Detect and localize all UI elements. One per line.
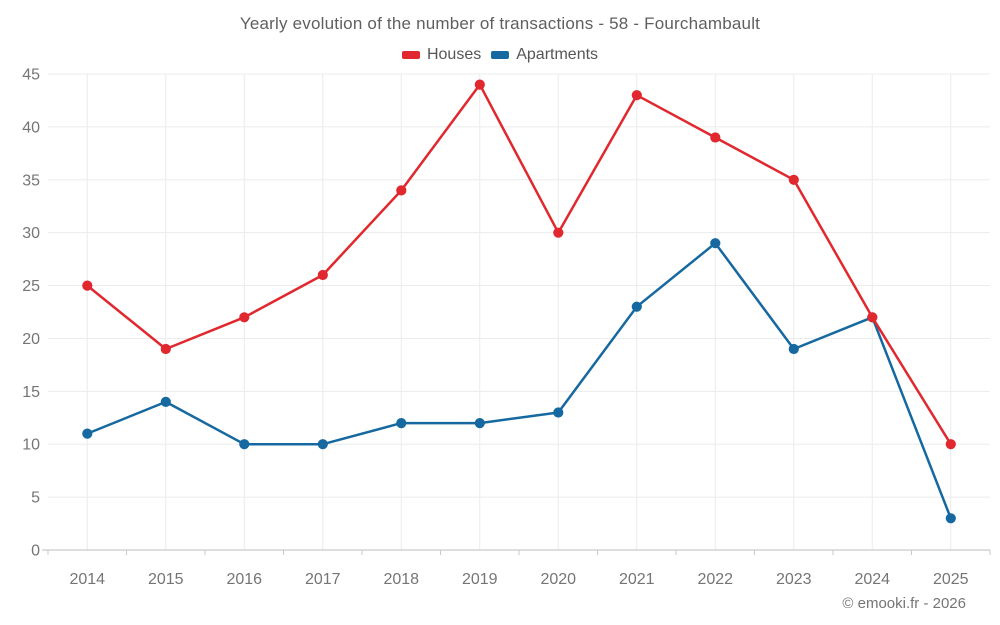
data-point-houses-2020[interactable] <box>553 227 564 238</box>
y-tick-label: 30 <box>22 225 40 242</box>
x-tick-label: 2024 <box>854 571 890 588</box>
legend-item-houses[interactable]: Houses <box>401 46 482 64</box>
data-point-apartments-2016[interactable] <box>239 439 250 450</box>
x-tick-label: 2020 <box>540 571 576 588</box>
data-point-apartments-2023[interactable] <box>788 343 799 355</box>
y-tick-label: 5 <box>31 490 40 507</box>
x-tick-label: 2021 <box>619 571 655 588</box>
data-point-houses-2017[interactable] <box>317 269 328 281</box>
x-tick-label: 2023 <box>776 571 812 588</box>
data-point-houses-2024[interactable] <box>867 312 878 323</box>
copyright: © emooki.fr - 2026 <box>842 595 966 612</box>
legend-label-houses: Houses <box>426 46 482 63</box>
data-point-apartments-2020[interactable] <box>553 407 564 418</box>
x-tick-label: 2022 <box>697 571 733 588</box>
y-tick-label: 15 <box>22 384 40 401</box>
data-point-houses-2014[interactable] <box>82 280 93 291</box>
data-point-houses-2015[interactable] <box>160 343 171 355</box>
x-tick-label: 2016 <box>226 571 262 588</box>
apartments-swatch-icon <box>491 51 510 59</box>
data-point-houses-2021[interactable] <box>631 90 642 101</box>
houses-swatch-icon <box>401 51 420 59</box>
series-line-apartments <box>86 241 953 520</box>
data-point-houses-2025[interactable] <box>945 439 956 450</box>
data-point-houses-2022[interactable] <box>710 132 721 143</box>
x-tick-label: 2014 <box>69 571 105 588</box>
y-tick-label: 40 <box>22 119 40 136</box>
x-tick-label: 2017 <box>305 571 341 588</box>
data-point-apartments-2019[interactable] <box>474 418 485 429</box>
x-tick-label: 2015 <box>148 571 184 588</box>
data-point-apartments-2017[interactable] <box>317 439 328 450</box>
data-point-apartments-2018[interactable] <box>396 418 407 429</box>
data-point-houses-2018[interactable] <box>396 185 407 196</box>
y-tick-label: 25 <box>22 278 40 295</box>
series-line-houses <box>86 83 953 446</box>
data-point-houses-2016[interactable] <box>239 312 250 323</box>
legend: Houses Apartments <box>0 46 1000 64</box>
data-point-apartments-2015[interactable] <box>160 396 171 407</box>
data-point-apartments-2021[interactable] <box>631 301 642 312</box>
legend-item-apartments[interactable]: Apartments <box>491 46 598 64</box>
y-tick-label: 20 <box>22 331 40 348</box>
y-tick-label: 35 <box>22 172 40 189</box>
chart-title: Yearly evolution of the number of transa… <box>239 14 761 33</box>
y-tick-label: 0 <box>31 543 40 560</box>
data-point-houses-2019[interactable] <box>474 79 485 90</box>
data-point-apartments-2025[interactable] <box>945 513 956 524</box>
legend-label-apartments: Apartments <box>516 46 599 63</box>
y-tick-label: 10 <box>22 437 40 454</box>
x-tick-label: 2018 <box>383 571 419 588</box>
x-tick-label: 2019 <box>462 571 498 588</box>
y-tick-label: 45 <box>22 67 40 84</box>
data-point-apartments-2014[interactable] <box>82 428 93 439</box>
x-tick-label: 2025 <box>933 571 969 588</box>
data-point-houses-2023[interactable] <box>788 174 799 185</box>
data-point-apartments-2022[interactable] <box>710 238 721 249</box>
